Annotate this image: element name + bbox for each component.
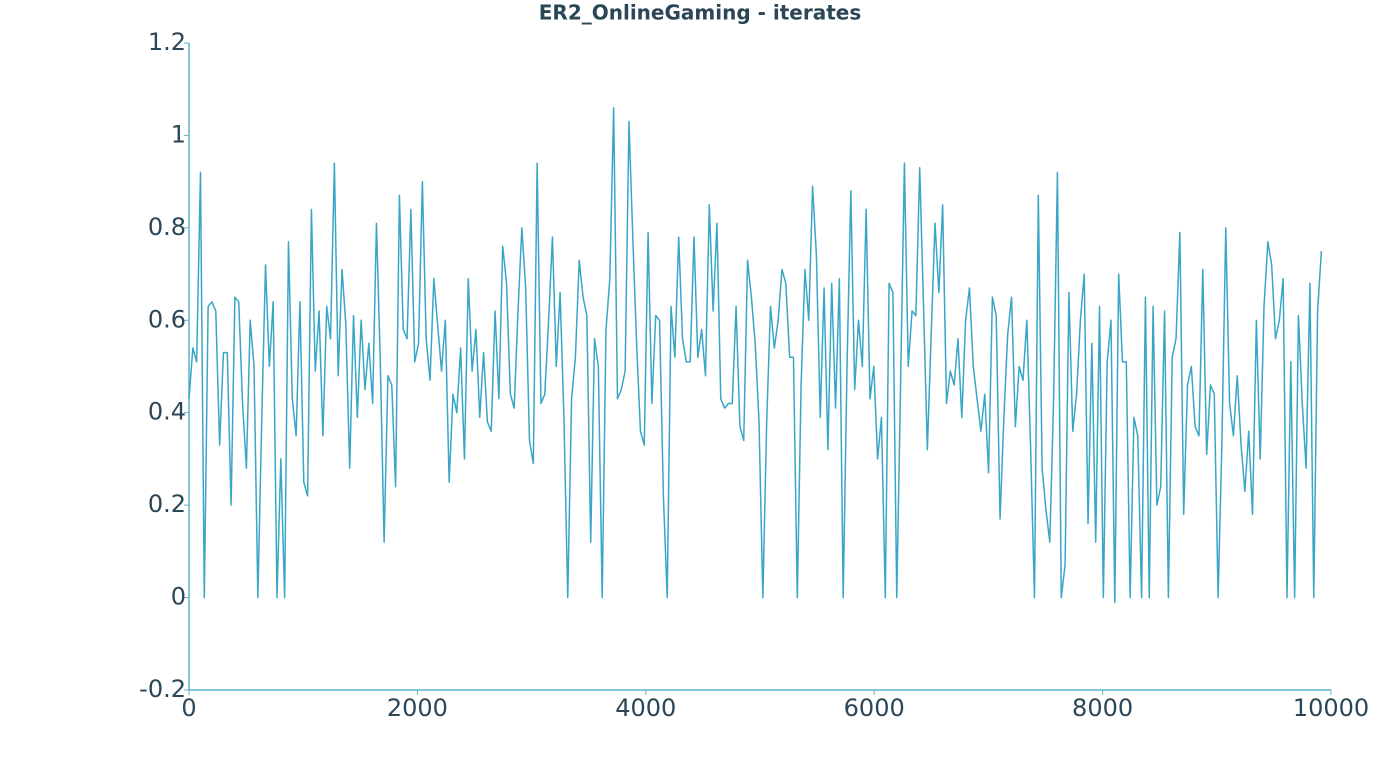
y-tick-label: -0.2 — [139, 675, 186, 703]
y-tick-label: 0.6 — [148, 305, 186, 333]
chart-title: ER2_OnlineGaming - iterates — [539, 1, 862, 25]
y-tick-label: 1 — [171, 120, 186, 148]
x-tick-label: 2000 — [387, 694, 448, 722]
data-line — [188, 106, 1323, 603]
y-tick-label: 0 — [171, 583, 186, 611]
x-tick-label: 0 — [181, 694, 196, 722]
y-tick-label: 0.4 — [148, 398, 186, 426]
x-tick-label: 8000 — [1072, 694, 1133, 722]
x-tick-label: 4000 — [615, 694, 676, 722]
y-tick-label: 1.2 — [148, 28, 186, 56]
x-tick-label: 6000 — [844, 694, 905, 722]
x-tick-label: 10000 — [1293, 694, 1369, 722]
y-tick-label: 0.8 — [148, 213, 186, 241]
y-tick-label: 0.2 — [148, 490, 186, 518]
